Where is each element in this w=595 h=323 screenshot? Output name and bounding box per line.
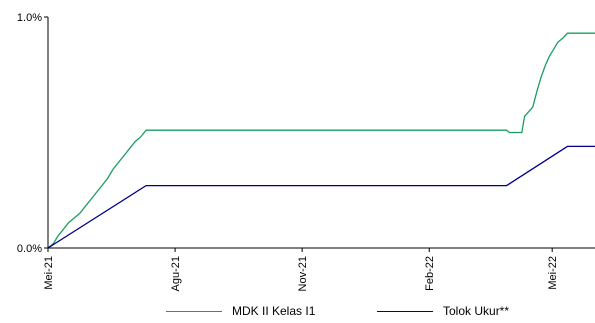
legend-item-series-1: MDK II Kelas I1 (166, 304, 315, 318)
y-tick-label: 0.0% (17, 243, 42, 255)
legend-label: MDK II Kelas I1 (232, 304, 316, 318)
x-tick-label: Mei-21 (43, 256, 55, 290)
x-tick-label: Mei-22 (547, 256, 559, 290)
series-line-1 (47, 32, 595, 249)
y-tick-label: 1.0% (17, 12, 42, 24)
legend-item-series-2: Tolok Ukur** (377, 304, 509, 318)
legend-label: Tolok Ukur** (443, 304, 510, 318)
x-tick-label: Feb-22 (424, 256, 436, 291)
y-ticks: 0.0% 1.0% (17, 12, 48, 255)
legend-swatch (377, 310, 433, 312)
x-tick-label: Agu-21 (170, 256, 182, 291)
series-line-2 (47, 145, 595, 249)
legend-swatch (166, 310, 222, 312)
x-tick-label: Nov-21 (297, 256, 309, 291)
x-ticks: Mei-21 Agu-21 Nov-21 Feb-22 Mei-22 (43, 248, 559, 291)
plot-lines (47, 32, 595, 249)
legend: MDK II Kelas I1 Tolok Ukur** (0, 304, 595, 322)
